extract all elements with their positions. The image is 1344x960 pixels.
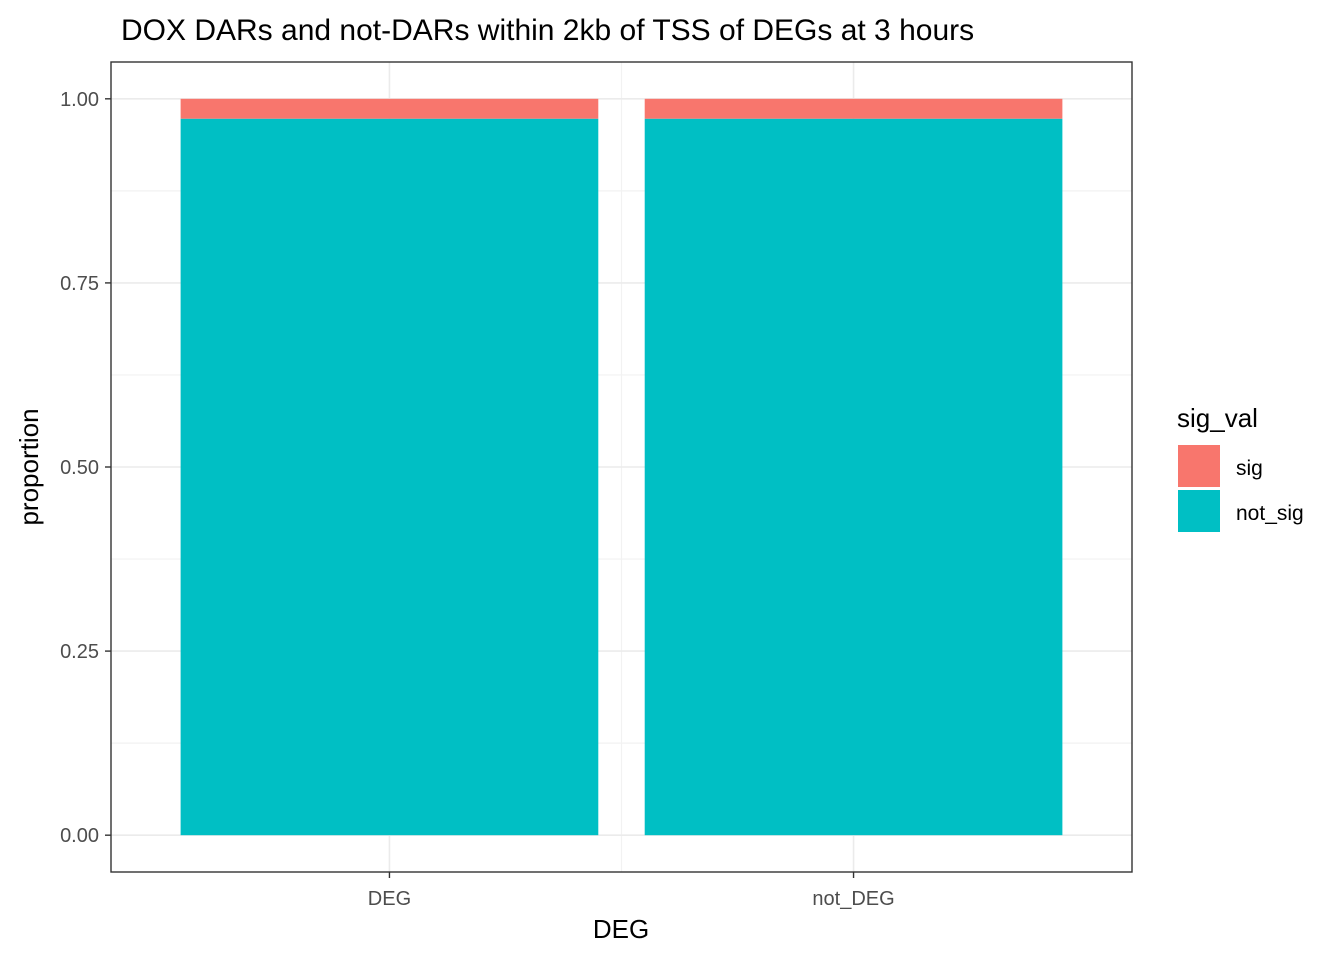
- bar-not_sig-DEG: [180, 118, 599, 836]
- plot-panel: [110, 61, 1133, 873]
- legend-key-not_sig: [1178, 490, 1220, 532]
- chart-title: DOX DARs and not-DARs within 2kb of TSS …: [121, 14, 974, 47]
- bar-sig-not_DEG: [644, 98, 1063, 119]
- legend-key-sig: [1178, 445, 1220, 487]
- bars: [180, 98, 1063, 836]
- y-tick-label: 0.25: [60, 641, 99, 663]
- y-tick-label: 1.00: [60, 89, 99, 111]
- legend-items: sig not_sig: [1178, 445, 1304, 532]
- legend-title: sig_val: [1177, 403, 1258, 433]
- x-tick-label: not_DEG: [812, 888, 894, 910]
- x-tick-label: DEG: [368, 888, 411, 910]
- bar-sig-DEG: [180, 98, 599, 119]
- legend-label-sig: sig: [1236, 457, 1263, 480]
- bar-not_sig-not_DEG: [644, 118, 1063, 836]
- x-axis: DEG not_DEG: [368, 872, 895, 910]
- y-tick-label: 0.75: [60, 273, 99, 295]
- legend: sig_val sig not_sig: [1177, 403, 1304, 532]
- y-tick-label: 0.50: [60, 457, 99, 479]
- x-axis-title: DEG: [593, 914, 649, 944]
- y-axis: 0.00 0.25 0.50 0.75 1.00: [60, 89, 111, 847]
- legend-label-not_sig: not_sig: [1236, 502, 1304, 525]
- y-tick-label: 0.00: [60, 825, 99, 847]
- y-axis-title: proportion: [14, 408, 44, 525]
